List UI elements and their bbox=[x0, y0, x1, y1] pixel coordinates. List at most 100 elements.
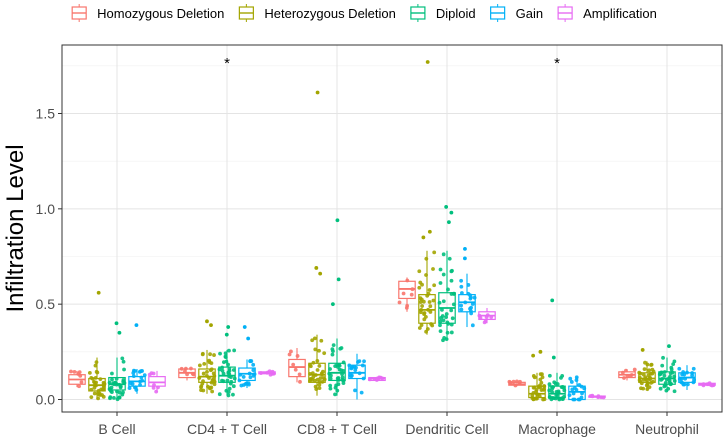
y-tick-label: 1.0 bbox=[36, 201, 56, 217]
data-point bbox=[341, 381, 346, 386]
data-point bbox=[459, 278, 464, 283]
data-point bbox=[217, 392, 222, 397]
plot-border bbox=[61, 44, 723, 413]
box bbox=[288, 358, 306, 378]
legend-item: Gain bbox=[490, 4, 543, 22]
data-point bbox=[430, 323, 435, 328]
plot-panel bbox=[62, 45, 722, 412]
data-point bbox=[224, 388, 229, 393]
y-tick-label: 0.5 bbox=[36, 296, 56, 312]
data-point bbox=[359, 390, 364, 395]
data-point bbox=[401, 291, 406, 296]
outlier-point bbox=[209, 323, 213, 328]
box-group bbox=[258, 369, 276, 377]
data-point bbox=[231, 384, 236, 389]
data-point bbox=[432, 283, 437, 288]
box-group bbox=[618, 367, 637, 381]
data-point bbox=[427, 288, 432, 292]
data-point bbox=[239, 383, 244, 388]
box bbox=[398, 280, 416, 300]
legend-label: Amplification bbox=[583, 6, 657, 21]
data-point bbox=[287, 352, 292, 357]
data-point bbox=[248, 375, 253, 380]
data-point bbox=[468, 296, 473, 301]
data-point bbox=[669, 367, 674, 372]
data-point bbox=[291, 362, 296, 367]
outlier-point bbox=[421, 235, 426, 240]
outlier-point bbox=[318, 271, 323, 276]
data-point bbox=[110, 377, 114, 382]
data-point bbox=[579, 395, 584, 400]
legend-item: Homozygous Deletion bbox=[71, 4, 224, 22]
box-group bbox=[547, 298, 567, 402]
x-tick-label: CD4 + T Cell bbox=[187, 421, 267, 437]
data-point bbox=[459, 303, 464, 308]
box-group bbox=[87, 290, 107, 401]
box-group bbox=[367, 375, 386, 382]
data-point bbox=[397, 300, 402, 305]
outlier-point bbox=[551, 355, 556, 360]
data-point bbox=[647, 368, 652, 373]
data-point bbox=[538, 377, 543, 382]
data-point bbox=[438, 323, 442, 328]
data-point bbox=[550, 386, 555, 391]
outlier-point bbox=[315, 90, 320, 95]
box-group bbox=[237, 325, 257, 389]
data-point bbox=[538, 372, 543, 377]
outlier-point bbox=[224, 332, 229, 337]
box-group bbox=[437, 205, 456, 343]
box bbox=[568, 385, 586, 401]
data-point bbox=[560, 373, 565, 378]
data-point bbox=[419, 310, 423, 315]
legend-item: Diploid bbox=[410, 4, 476, 22]
box-group bbox=[458, 246, 477, 328]
data-point bbox=[328, 376, 333, 381]
data-point bbox=[251, 362, 256, 367]
legend-label: Gain bbox=[516, 6, 543, 21]
y-tick-label: 1.5 bbox=[36, 106, 56, 122]
data-point bbox=[432, 250, 437, 255]
data-point bbox=[441, 299, 446, 304]
data-point bbox=[337, 367, 342, 372]
data-point bbox=[330, 352, 335, 357]
data-point bbox=[547, 382, 552, 387]
box-group bbox=[68, 369, 86, 389]
data-point bbox=[312, 336, 317, 341]
data-point bbox=[459, 284, 464, 289]
box-group bbox=[147, 370, 166, 394]
data-point bbox=[661, 355, 665, 360]
data-point bbox=[450, 268, 454, 273]
data-point bbox=[92, 379, 96, 384]
data-point bbox=[314, 387, 319, 392]
data-point bbox=[681, 382, 686, 387]
data-point bbox=[333, 392, 337, 397]
outlier-point bbox=[226, 325, 231, 329]
data-point bbox=[89, 375, 94, 380]
data-point bbox=[469, 311, 474, 316]
data-point bbox=[441, 272, 446, 277]
outlier-point bbox=[449, 210, 454, 215]
data-point bbox=[315, 377, 320, 382]
box-group bbox=[347, 353, 366, 400]
data-point bbox=[662, 373, 667, 378]
data-point bbox=[427, 300, 432, 304]
data-point bbox=[668, 374, 672, 379]
data-point bbox=[534, 389, 538, 394]
box bbox=[528, 385, 546, 399]
data-point bbox=[241, 375, 246, 379]
data-point bbox=[201, 388, 206, 393]
data-point bbox=[312, 378, 317, 383]
data-point bbox=[420, 282, 424, 287]
box-group bbox=[197, 319, 217, 394]
data-point bbox=[319, 338, 324, 343]
data-point bbox=[110, 371, 114, 376]
data-point bbox=[140, 369, 144, 373]
legend: Homozygous Deletion Heterozygous Deletion… bbox=[71, 4, 657, 22]
data-point bbox=[131, 371, 136, 375]
data-point bbox=[120, 356, 125, 361]
outlier-point bbox=[205, 319, 209, 324]
data-point bbox=[574, 387, 579, 392]
data-point bbox=[101, 386, 106, 391]
outlier-point bbox=[427, 229, 432, 234]
data-point bbox=[441, 338, 445, 343]
